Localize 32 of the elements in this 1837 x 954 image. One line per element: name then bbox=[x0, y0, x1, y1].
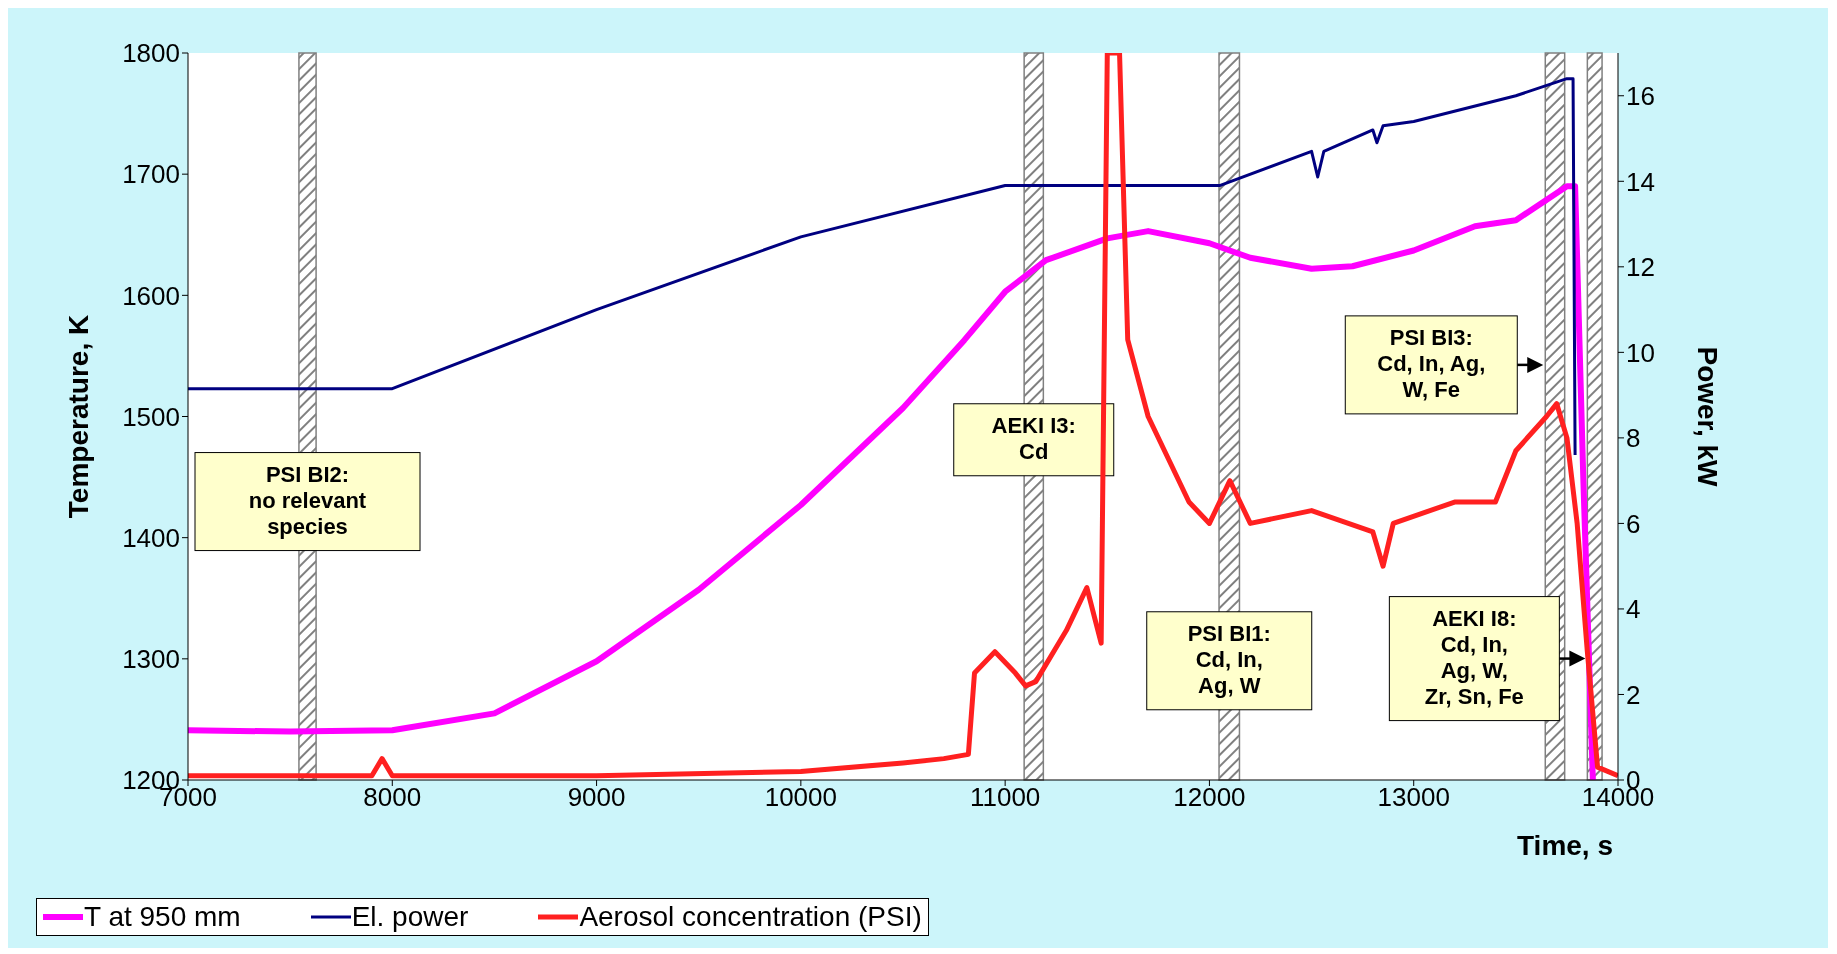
legend-label: Aerosol concentration (PSI) bbox=[579, 901, 922, 933]
band-label: PSI BI1: Cd, In, Ag, W bbox=[1187, 621, 1271, 699]
y-tick-label: 1400 bbox=[122, 522, 180, 553]
y2-tick-label: 2 bbox=[1626, 679, 1641, 710]
x-tick-label: 10000 bbox=[764, 782, 838, 813]
y-tick-label: 1600 bbox=[122, 280, 180, 311]
band-label: AEKI I8: Cd, In, Ag, W, Zr, Sn, Fe bbox=[1424, 606, 1524, 710]
y2-tick-label: 8 bbox=[1626, 423, 1641, 454]
y-tick-label: 1700 bbox=[122, 159, 180, 190]
legend-label: T at 950 mm bbox=[84, 901, 241, 933]
band-label: PSI BI2: no relevant species bbox=[248, 462, 367, 540]
x-axis-title: Time, s bbox=[1517, 830, 1613, 861]
x-tick-label: 11000 bbox=[969, 782, 1041, 813]
y2-tick-label: 4 bbox=[1626, 594, 1641, 625]
y2-tick-label: 10 bbox=[1626, 337, 1655, 368]
legend-label: El. power bbox=[351, 901, 469, 933]
band-label: AEKI I3: Cd bbox=[991, 413, 1076, 465]
x-tick-label: 12000 bbox=[1173, 782, 1246, 813]
line-series bbox=[188, 77, 1577, 457]
y-tick-label: 1300 bbox=[122, 644, 180, 675]
x-tick-label: 8000 bbox=[363, 782, 422, 813]
y2-tick-label: 14 bbox=[1626, 166, 1655, 197]
y2-tick-label: 6 bbox=[1626, 508, 1641, 539]
y2-axis-title: Power, kW bbox=[1692, 346, 1724, 488]
x-tick-label: 13000 bbox=[1377, 782, 1450, 813]
y-axis-title: Temperature, K bbox=[62, 314, 94, 519]
y2-tick-label: 16 bbox=[1626, 80, 1655, 111]
y-tick-label: 1800 bbox=[122, 38, 180, 69]
x-tick-label: 9000 bbox=[567, 782, 626, 813]
y-tick-label: 1500 bbox=[122, 401, 180, 432]
y2-tick-label: 12 bbox=[1626, 252, 1655, 283]
band-label: PSI BI3: Cd, In, Ag, W, Fe bbox=[1377, 325, 1486, 403]
